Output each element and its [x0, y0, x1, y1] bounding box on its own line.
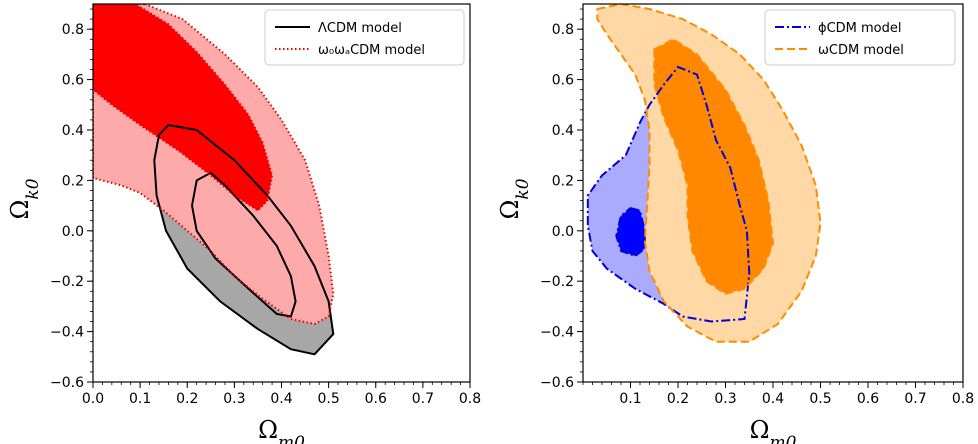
legend-label: ωCDM model [818, 43, 904, 58]
y-tick-label: 0.6 [62, 73, 84, 89]
contour-line-0-2sigma [153, 123, 335, 356]
contour-line-1-2sigma [93, 4, 335, 326]
y-tick-label: 0.4 [552, 123, 574, 139]
x-tick-label: 0.5 [809, 391, 831, 407]
y-tick-label: 0.0 [552, 224, 574, 240]
plot-area [93, 4, 335, 356]
x-tick-label: 0.8 [952, 391, 974, 407]
x-tick-label: 0.2 [176, 391, 198, 407]
x-tick-label: 0.7 [412, 391, 434, 407]
y-tick-label: 0.4 [62, 123, 84, 139]
contour-fill-0-1sigma [616, 208, 645, 256]
y-tick-label: 0.2 [552, 173, 574, 189]
x-tick-label: 0.3 [714, 391, 736, 407]
x-tick-label: 0.1 [129, 391, 151, 407]
y-tick-label: 0.8 [552, 22, 574, 38]
y-tick-label: 0.0 [62, 224, 84, 240]
y-tick-label: 0.8 [62, 22, 84, 38]
contour-line-1-1sigma [653, 38, 775, 295]
legend-label: ΛCDM model [318, 21, 402, 36]
x-axis-label: Ωm0 [258, 416, 305, 444]
x-tick-label: 0.4 [270, 391, 292, 407]
x-tick-label: 0.6 [365, 391, 387, 407]
contour-line-1-2sigma [596, 4, 822, 343]
x-axis-label: Ωm0 [750, 416, 797, 444]
x-tick-label: 0.0 [82, 391, 104, 407]
y-tick-label: −0.2 [540, 274, 574, 290]
contour-line-0-1sigma [190, 171, 297, 318]
y-tick-label: −0.4 [540, 325, 574, 341]
right-panel: 0.1 0.2 0.3 0.4 0.5 0.6 0.7 0.8 −0.6 −0.4 −0.2 0.0 0… [496, 3, 974, 444]
x-tick-label: 0.4 [762, 391, 784, 407]
y-axis-label: Ωk0 [6, 178, 43, 219]
x-tick-label: 0.3 [223, 391, 245, 407]
y-tick-label: 0.6 [552, 73, 574, 89]
contour-line-0-2sigma [586, 65, 751, 323]
y-tick-label: −0.6 [540, 375, 574, 391]
contour-line-0-1sigma [615, 207, 646, 258]
y-tick-label: −0.2 [50, 274, 84, 290]
legend-label: ϕCDM model [818, 21, 902, 36]
plot-area [586, 4, 822, 343]
legend-label: ω₀ωₐCDM model [318, 43, 425, 58]
contour-line-1-1sigma [93, 4, 274, 212]
contour-fill-1-1sigma [93, 4, 273, 211]
legend: ΛCDM model ω₀ωₐCDM model [264, 9, 465, 66]
legend: ϕCDM model ωCDM model [764, 9, 956, 66]
x-tick-label: 0.8 [459, 391, 481, 407]
x-tick-label: 0.7 [904, 391, 926, 407]
y-tick-label: 0.2 [62, 173, 84, 189]
y-tick-label: −0.4 [50, 325, 84, 341]
x-tick-label: 0.2 [667, 391, 689, 407]
x-tick-label: 0.1 [619, 391, 641, 407]
left-panel: 0.0 0.1 0.2 0.3 0.4 0.5 0.6 0.7 0.8 −0.6 −0.4 −0.2 0… [6, 3, 481, 444]
x-tick-label: 0.5 [317, 391, 339, 407]
y-tick-label: −0.6 [50, 375, 84, 391]
y-axis-label: Ωk0 [496, 178, 533, 219]
contour-fill-1-1sigma [654, 39, 773, 294]
x-tick-label: 0.6 [857, 391, 879, 407]
